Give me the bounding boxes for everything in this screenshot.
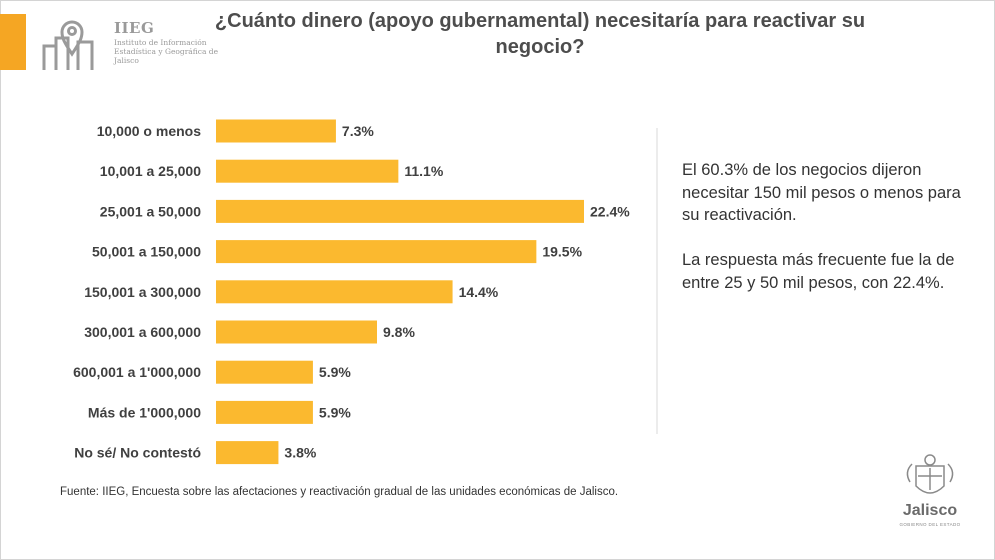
bar [216,119,336,143]
category-label: No sé/ No contestó [74,445,201,461]
category-label: 600,001 a 1'000,000 [73,364,201,380]
bar [216,441,279,465]
bar [216,280,453,304]
note-most-frequent: La respuesta más frecuente fue la de ent… [682,251,955,292]
category-label: Más de 1'000,000 [88,404,201,420]
data-label: 11.1% [404,163,443,179]
data-label: 9.8% [383,324,415,340]
category-label: 150,001 a 300,000 [84,284,201,300]
data-label: 14.4% [459,284,499,300]
bar [216,320,377,344]
jalisco-name: Jalisco [902,502,958,519]
data-label: 5.9% [319,404,351,420]
bar [216,199,584,223]
iieg-logo: IIEG Instituto de Información Estadístic… [42,16,242,72]
bar [216,360,313,384]
source-note: Fuente: IIEG, Encuesta sobre las afectac… [60,486,619,498]
bar [216,240,537,264]
category-label: 10,000 o menos [97,123,201,139]
logo-subtitle: Instituto de Información Estadística y G… [114,38,219,65]
bar [216,400,313,424]
bar [216,159,399,183]
logo-name: IIEG [114,19,155,37]
category-label: 25,001 a 50,000 [100,203,201,219]
jalisco-logo: Jalisco GOBIERNO DEL ESTADO [880,452,980,532]
category-label: 50,001 a 150,000 [92,244,201,260]
accent-tab [0,14,26,70]
data-label: 7.3% [342,123,374,139]
category-label: 300,001 a 600,000 [84,324,201,340]
note-summary: El 60.3% de los negocios dijeron necesit… [682,161,961,224]
divider [656,128,658,434]
coat-of-arms-icon [906,454,954,494]
data-label: 19.5% [542,244,582,260]
data-label: 3.8% [284,445,316,461]
data-label: 22.4% [590,203,630,219]
jalisco-subtitle: GOBIERNO DEL ESTADO [899,522,961,527]
page-title: ¿Cuánto dinero (apoyo gubernamental) nec… [214,10,866,58]
map-pin-buildings-icon [42,20,94,70]
bar-chart: 10,000 o menos 7.3% 10,001 a 25,000 11.1% 25… [73,119,630,465]
category-label: 10,001 a 25,000 [100,163,201,179]
data-label: 5.9% [319,364,351,380]
